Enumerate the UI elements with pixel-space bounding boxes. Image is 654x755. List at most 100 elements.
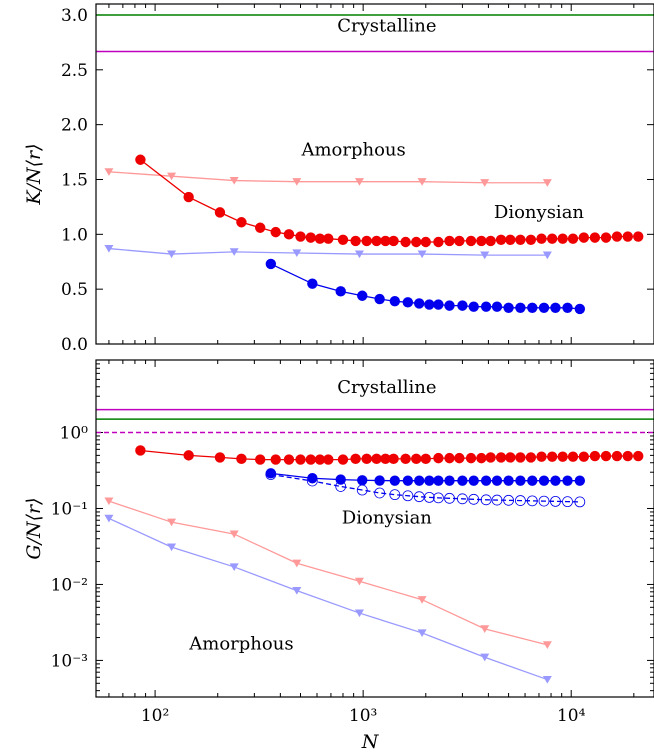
data-point-circle (411, 453, 422, 465)
data-point-circle (135, 445, 146, 456)
data-point-circle (135, 154, 146, 165)
data-point-circle (457, 300, 468, 311)
data-point-circle (414, 475, 425, 486)
data-point-circle (567, 451, 579, 462)
data-point-circle (323, 454, 334, 465)
data-point-triangle (354, 609, 364, 618)
data-point-circle (538, 302, 550, 314)
data-point-circle (433, 452, 444, 464)
x-axis-label: N (361, 731, 380, 753)
y-axis-label: K/N⟨r⟩ (23, 143, 45, 205)
data-point-circle (633, 231, 644, 242)
data-point-circle (374, 475, 385, 486)
data-point-triangle (104, 244, 114, 253)
data-point-circle (546, 233, 558, 244)
data-point-open-circle (402, 490, 414, 502)
data-point-circle (307, 473, 318, 484)
series-line (108, 171, 548, 184)
data-point-triangle (480, 653, 490, 662)
data-point-circle (388, 453, 399, 465)
x-tick-label: 10³ (349, 706, 377, 726)
data-point-open-circle (491, 494, 503, 506)
data-point-circle (589, 450, 601, 462)
data-point-circle (236, 217, 247, 228)
data-point-triangle (417, 250, 427, 259)
data-point-open-circle (444, 492, 455, 504)
data-point-circle (402, 297, 414, 308)
data-point-circle (444, 475, 455, 486)
y-tick-label: 1.5 (61, 170, 88, 190)
data-point-circle (335, 286, 346, 297)
series-group (96, 14, 654, 315)
data-point-triangle (104, 497, 114, 506)
data-point-triangle (229, 248, 239, 256)
data-point-circle (557, 233, 568, 244)
data-point-circle (361, 235, 372, 247)
data-point-circle (371, 453, 382, 465)
data-point-circle (505, 452, 516, 463)
y-tick-label: 1.0 (61, 225, 88, 245)
data-point-triangle (354, 178, 364, 186)
data-point-circle (574, 303, 586, 315)
data-point-circle (305, 454, 316, 465)
data-point-circle (433, 299, 444, 310)
data-point-open-circle (468, 493, 480, 505)
data-point-circle (380, 453, 391, 465)
data-point-circle (454, 452, 465, 464)
data-point-circle (454, 235, 465, 247)
data-point-circle (283, 229, 295, 240)
data-point-circle (183, 191, 194, 203)
data-point-triangle (480, 625, 490, 633)
data-point-circle (527, 475, 538, 486)
annotation-text: Dionysian (342, 508, 433, 529)
data-point-circle (357, 475, 368, 486)
data-point-circle (361, 453, 372, 465)
data-point-triangle (167, 543, 177, 552)
data-point-circle (414, 298, 425, 309)
data-point-triangle (417, 178, 427, 186)
data-point-open-circle (335, 481, 347, 492)
data-point-circle (433, 475, 444, 486)
annotation-text: Dionysian (494, 202, 585, 223)
data-point-circle (214, 207, 226, 218)
data-point-triangle (167, 172, 177, 181)
data-point-triangle (542, 251, 552, 260)
data-point-circle (314, 233, 326, 244)
data-point-circle (380, 235, 391, 247)
series-line (108, 517, 548, 681)
data-point-circle (578, 451, 590, 462)
data-point-open-circle (574, 496, 586, 508)
data-point-triangle (292, 586, 302, 595)
data-point-circle (357, 290, 368, 301)
data-point-circle (295, 454, 306, 465)
data-point-open-circle (526, 495, 538, 507)
data-point-circle (491, 301, 503, 312)
annotation-text: Amorphous (300, 139, 405, 160)
data-point-triangle (229, 563, 239, 571)
data-point-circle (433, 236, 444, 248)
y-tick-label: 10⁻³ (51, 651, 88, 671)
data-point-circle (389, 296, 401, 307)
data-point-circle (515, 452, 526, 463)
data-point-circle (465, 452, 477, 464)
data-point-open-circle (538, 495, 550, 507)
data-point-triangle (354, 250, 364, 259)
data-point-circle (562, 302, 573, 314)
data-point-circle (465, 235, 477, 247)
data-point-circle (491, 475, 503, 486)
data-point-open-circle (457, 493, 468, 505)
series-line (270, 473, 580, 503)
data-point-circle (505, 234, 516, 246)
data-point-circle (495, 234, 507, 246)
data-point-circle (402, 475, 414, 486)
data-point-circle (236, 453, 247, 465)
data-point-open-circle (503, 494, 514, 506)
data-point-circle (495, 452, 507, 463)
plot-frame (95, 3, 654, 345)
y-tick-label: 0.0 (61, 335, 88, 355)
series-line (270, 263, 580, 310)
plot-frame (95, 359, 654, 698)
data-point-circle (388, 235, 399, 247)
data-point-open-circle (433, 492, 444, 504)
y-tick-label: 2.5 (61, 61, 88, 81)
